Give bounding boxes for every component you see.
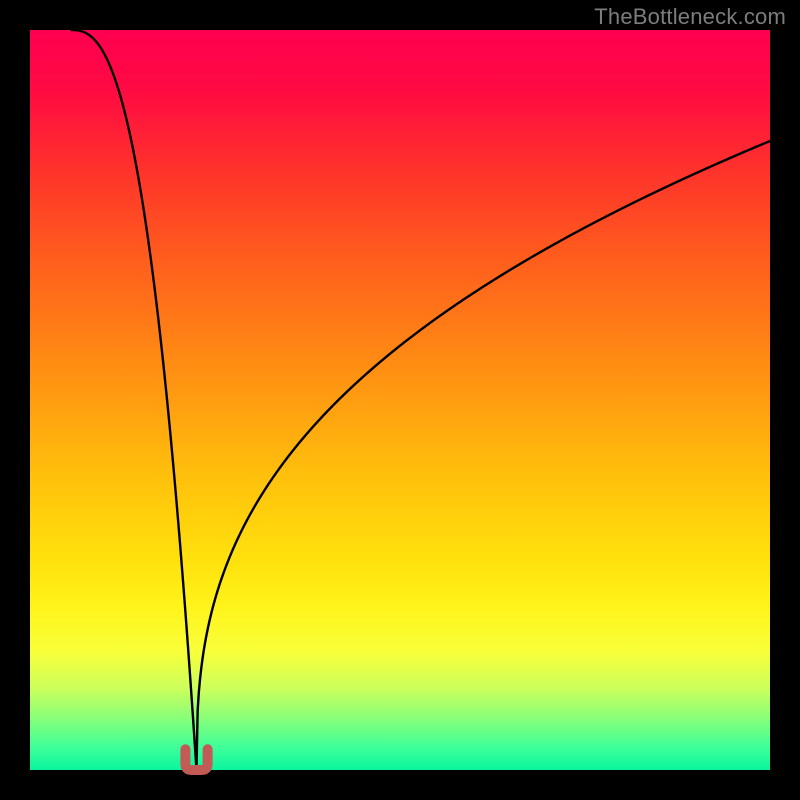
watermark-text: TheBottleneck.com	[594, 4, 786, 30]
gradient-background	[30, 30, 770, 770]
bottleneck-chart	[0, 0, 800, 800]
chart-stage: TheBottleneck.com	[0, 0, 800, 800]
